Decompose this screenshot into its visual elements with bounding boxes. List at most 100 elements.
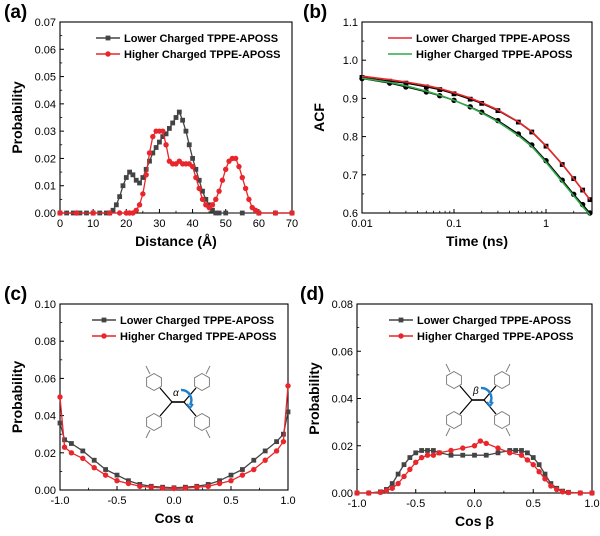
- y-tick-label: 0.10: [35, 299, 56, 311]
- methyl-group: [145, 429, 151, 439]
- data-point: [354, 490, 360, 496]
- data-point: [205, 483, 211, 489]
- data-point: [206, 202, 212, 208]
- data-point: [542, 471, 548, 477]
- data-point: [471, 443, 478, 449]
- data-point: [126, 478, 131, 484]
- legend-marker: [398, 333, 404, 339]
- angle-arrow: [186, 403, 194, 410]
- y-tick-label: 0.01: [35, 181, 56, 193]
- data-point: [524, 450, 530, 456]
- data-point: [272, 210, 279, 216]
- data-point: [542, 476, 548, 482]
- data-point: [217, 478, 222, 484]
- data-point: [57, 210, 63, 216]
- data-point: [163, 131, 169, 137]
- x-tick-label: 60: [253, 218, 265, 230]
- x-axis-title: Time (ns): [446, 233, 508, 249]
- data-point: [472, 452, 477, 458]
- data-point: [285, 383, 291, 389]
- data-point: [137, 180, 142, 186]
- panel-label: (d): [300, 284, 324, 305]
- y-tick-label: 0.00: [35, 208, 56, 220]
- data-point: [196, 185, 202, 192]
- y-tick-label: 0.06: [332, 346, 353, 358]
- x-tick-label: 70: [286, 218, 298, 230]
- legend: Lower Charged TPPE-APOSS Higher Charged T…: [388, 33, 572, 61]
- data-point: [90, 210, 96, 216]
- y-tick-label: 0.05: [35, 72, 56, 84]
- methyl-group: [205, 429, 211, 439]
- data-point: [467, 96, 473, 102]
- data-point: [403, 80, 409, 86]
- y-tick-label: 0.04: [35, 411, 56, 423]
- data-point: [123, 175, 129, 180]
- y-tick-label: 0.03: [35, 126, 56, 138]
- methyl-group: [505, 427, 511, 437]
- data-point: [125, 480, 132, 487]
- data-point: [460, 445, 466, 451]
- bond: [159, 401, 173, 417]
- panel-c: (c) -1.0 -0.5 0.0 0.5 1.0 0.00 0.02 0.04 0.06 0.08…: [4, 284, 296, 526]
- y-tick-label: 0.04: [332, 394, 353, 406]
- data-point: [107, 210, 113, 216]
- x-tick-label: -0.5: [108, 495, 127, 507]
- y-tick-label: 0.02: [35, 153, 56, 165]
- data-point: [140, 191, 146, 197]
- data-point: [507, 450, 513, 456]
- methyl-group: [205, 365, 211, 375]
- data-point: [143, 172, 149, 178]
- data-point: [176, 109, 182, 115]
- data-point: [423, 84, 429, 90]
- molecule-inset: β: [445, 363, 511, 437]
- data-point: [262, 448, 268, 454]
- data-point: [127, 169, 132, 175]
- x-tick-label: 0.1: [446, 218, 461, 230]
- legend-entry: Higher Charged TPPE-APOSS: [417, 331, 573, 343]
- data-point: [114, 472, 120, 478]
- data-point: [102, 472, 109, 478]
- benzene-ring: [194, 372, 210, 392]
- data-point: [366, 490, 372, 496]
- x-tick-label: -0.5: [406, 498, 425, 510]
- data-point: [216, 480, 223, 487]
- data-point: [559, 489, 566, 495]
- legend: Lower Charged TPPE-APOSS Higher Charged T…: [389, 315, 573, 343]
- data-point: [430, 448, 436, 453]
- x-tick-label: 20: [120, 218, 132, 230]
- series-line-1: [60, 130, 292, 214]
- data-point: [536, 469, 542, 475]
- legend-marker: [101, 317, 107, 323]
- data-point: [530, 455, 536, 460]
- legend-entry: Higher Charged TPPE-APOSS: [416, 49, 572, 61]
- y-tick-label: 0.08: [35, 336, 56, 348]
- y-tick-label: 0.08: [332, 299, 353, 311]
- data-point: [407, 466, 413, 473]
- data-point: [389, 481, 395, 486]
- angle-arc: [480, 386, 493, 404]
- data-point: [483, 440, 489, 447]
- x-tick-label: 10: [87, 218, 99, 230]
- series-line-1: [361, 77, 591, 214]
- data-point: [239, 174, 245, 181]
- y-tick-label: 0.06: [35, 373, 56, 385]
- y-tick-label: 0.00: [35, 485, 56, 497]
- data-point: [565, 489, 572, 496]
- data-point: [524, 457, 531, 463]
- data-point: [418, 454, 425, 461]
- data-point: [133, 207, 139, 213]
- x-axis-title: Cos β: [455, 513, 494, 529]
- y-tick-label: 0.07: [35, 17, 56, 29]
- data-point: [495, 450, 501, 456]
- legend-marker: [105, 35, 111, 41]
- x-tick-label: 1: [543, 218, 549, 230]
- data-point: [536, 462, 542, 468]
- benzene-ring: [494, 370, 510, 390]
- angle-arc: [180, 388, 193, 406]
- data-point: [430, 452, 437, 458]
- data-point: [256, 210, 262, 216]
- x-axis-title: Cos α: [155, 510, 194, 526]
- data-point: [589, 490, 595, 496]
- angle-symbol: β: [472, 386, 479, 397]
